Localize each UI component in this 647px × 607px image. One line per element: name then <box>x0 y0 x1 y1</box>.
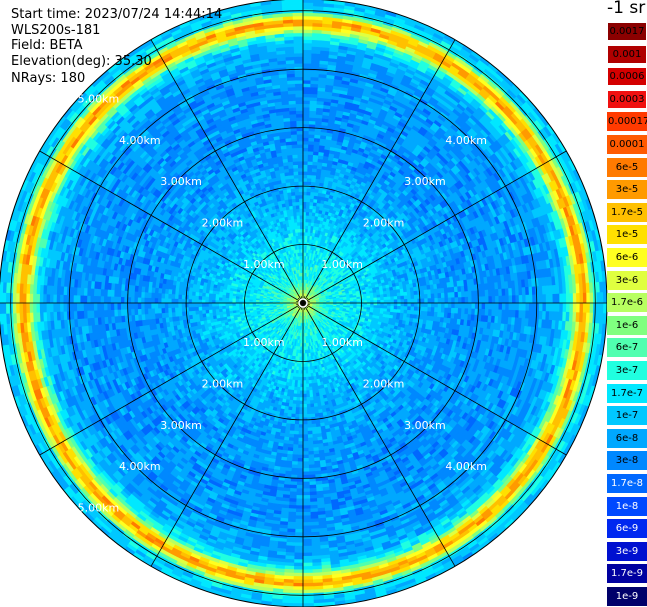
range-ring-label: 3.00km <box>404 175 446 188</box>
range-ring-label: 3.00km <box>160 175 202 188</box>
colorbar-entry: 3e-9 <box>607 541 647 561</box>
field-name-text: Field: BETA <box>11 38 83 53</box>
azimuth-spoke <box>302 150 567 304</box>
colorbar-entry: 6e-8 <box>607 428 647 448</box>
colorbar-entry: 3e-8 <box>607 451 647 471</box>
range-ring-label: 4.00km <box>119 460 161 473</box>
colorbar-entry: 6e-7 <box>607 338 647 358</box>
start-time-text: Start time: 2023/07/24 14:44:14 <box>11 7 223 22</box>
azimuth-spoke <box>302 302 456 567</box>
azimuth-spoke <box>39 150 304 304</box>
colorbar-entry: 1.7e-9 <box>607 564 647 584</box>
range-ring-label: 1.00km <box>321 336 363 349</box>
range-ring-label: 1.00km <box>243 258 285 271</box>
colorbar-entry: 6e-9 <box>607 519 647 539</box>
colorbar-entry: 0.001 <box>607 44 647 64</box>
colorbar-entry: 6e-6 <box>607 248 647 267</box>
colorbar-entry: 0.0003 <box>607 89 647 109</box>
colorbar-entry: 1e-7 <box>607 406 647 426</box>
colorbar-entry: 1.7e-5 <box>607 202 647 222</box>
range-ring-label: 2.00km <box>363 378 405 391</box>
range-ring-labels: 1.00km 1.00km 1.00km 1.00km 2.00km 2.00km 2.00… <box>78 92 487 514</box>
range-ring-label: 1.00km <box>243 336 285 349</box>
azimuth-spoke <box>150 39 304 304</box>
colorbar-entry: 1e-9 <box>607 587 647 606</box>
range-ring-label: 5.00km <box>78 502 120 515</box>
azimuth-spoke <box>302 39 456 304</box>
azimuth-spoke <box>302 302 567 456</box>
azimuth-spoke <box>39 302 304 456</box>
range-ring-label: 1.00km <box>321 258 363 271</box>
colorbar-entry: 3e-5 <box>607 180 647 200</box>
nrays-text: NRays: 180 <box>11 71 86 86</box>
colorbar-entry: 0.0017 <box>607 22 647 41</box>
units-label: -1 sr <box>607 0 646 18</box>
elevation-text: Elevation(deg): 35.30 <box>11 54 152 69</box>
colorbar-entry: 0.0001 <box>607 135 647 154</box>
colorbar-entry: 6e-5 <box>607 157 647 177</box>
colorbar-entry: 1.7e-6 <box>607 293 647 313</box>
range-ring-label: 3.00km <box>404 419 446 432</box>
range-ring-label: 2.00km <box>202 378 244 391</box>
radar-center <box>298 298 308 308</box>
range-ring-label: 2.00km <box>202 216 244 229</box>
range-ring-label: 4.00km <box>445 134 487 147</box>
colorbar-entry: 1e-8 <box>607 496 647 516</box>
range-ring-label: 2.00km <box>363 216 405 229</box>
colorbar-entry: 3e-6 <box>607 270 647 290</box>
colorbar-entry: 1.7e-7 <box>607 383 647 403</box>
colorbar-entry: 3e-7 <box>607 361 647 380</box>
azimuth-spoke <box>150 302 304 567</box>
backscatter-field <box>0 0 607 607</box>
range-ring-label: 3.00km <box>160 419 202 432</box>
range-ring-label: 5.00km <box>78 92 120 105</box>
colorbar-entry: 0.00017 <box>607 112 647 132</box>
range-ring-label: 4.00km <box>445 460 487 473</box>
instrument-name-text: WLS200s-181 <box>11 23 101 38</box>
colorbar-entry: 1e-6 <box>607 315 647 335</box>
colorbar-entry: 0.0006 <box>607 67 647 87</box>
colorbar-entry: 1.7e-8 <box>607 474 647 493</box>
range-ring-label: 4.00km <box>119 134 161 147</box>
colorbar-entry: 1e-5 <box>607 225 647 245</box>
